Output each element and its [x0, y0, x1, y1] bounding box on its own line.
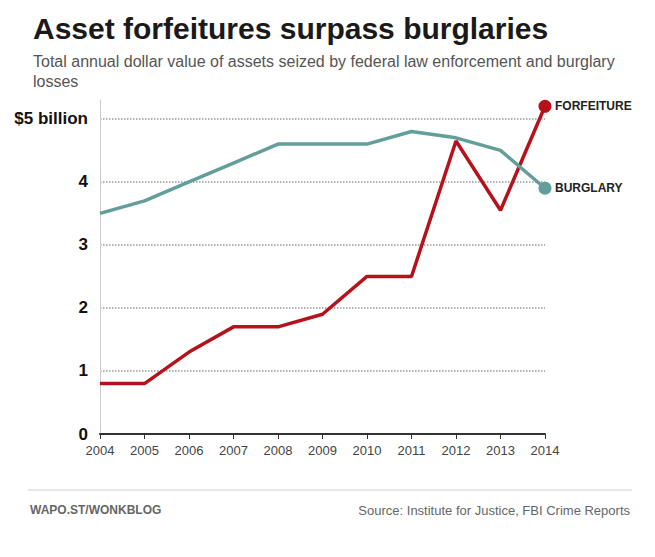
svg-text:2: 2 — [79, 298, 88, 317]
svg-text:WAPO.ST/WONKBLOG: WAPO.ST/WONKBLOG — [30, 503, 161, 517]
svg-text:$5 billion: $5 billion — [14, 109, 88, 128]
svg-text:4: 4 — [79, 172, 89, 191]
svg-text:2014: 2014 — [531, 443, 560, 458]
svg-text:2006: 2006 — [175, 443, 204, 458]
svg-text:2011: 2011 — [398, 443, 426, 458]
svg-text:Source: Institute for Justice,: Source: Institute for Justice, FBI Crime… — [358, 503, 630, 518]
svg-text:2012: 2012 — [442, 443, 471, 458]
svg-text:Total annual dollar value of a: Total annual dollar value of assets seiz… — [33, 53, 619, 70]
svg-text:2008: 2008 — [264, 443, 293, 458]
svg-text:0: 0 — [79, 425, 88, 444]
svg-text:FORFEITURE: FORFEITURE — [555, 99, 632, 113]
svg-text:2013: 2013 — [486, 443, 515, 458]
svg-text:2004: 2004 — [86, 443, 115, 458]
svg-text:3: 3 — [79, 235, 88, 254]
svg-text:1: 1 — [79, 361, 88, 380]
svg-text:Asset forfeitures surpass burg: Asset forfeitures surpass burglaries — [33, 12, 548, 45]
svg-text:2005: 2005 — [130, 443, 159, 458]
svg-text:2009: 2009 — [308, 443, 337, 458]
svg-text:losses: losses — [33, 73, 78, 90]
svg-text:2007: 2007 — [219, 443, 248, 458]
svg-text:BURGLARY: BURGLARY — [555, 181, 623, 195]
svg-text:2010: 2010 — [353, 443, 382, 458]
